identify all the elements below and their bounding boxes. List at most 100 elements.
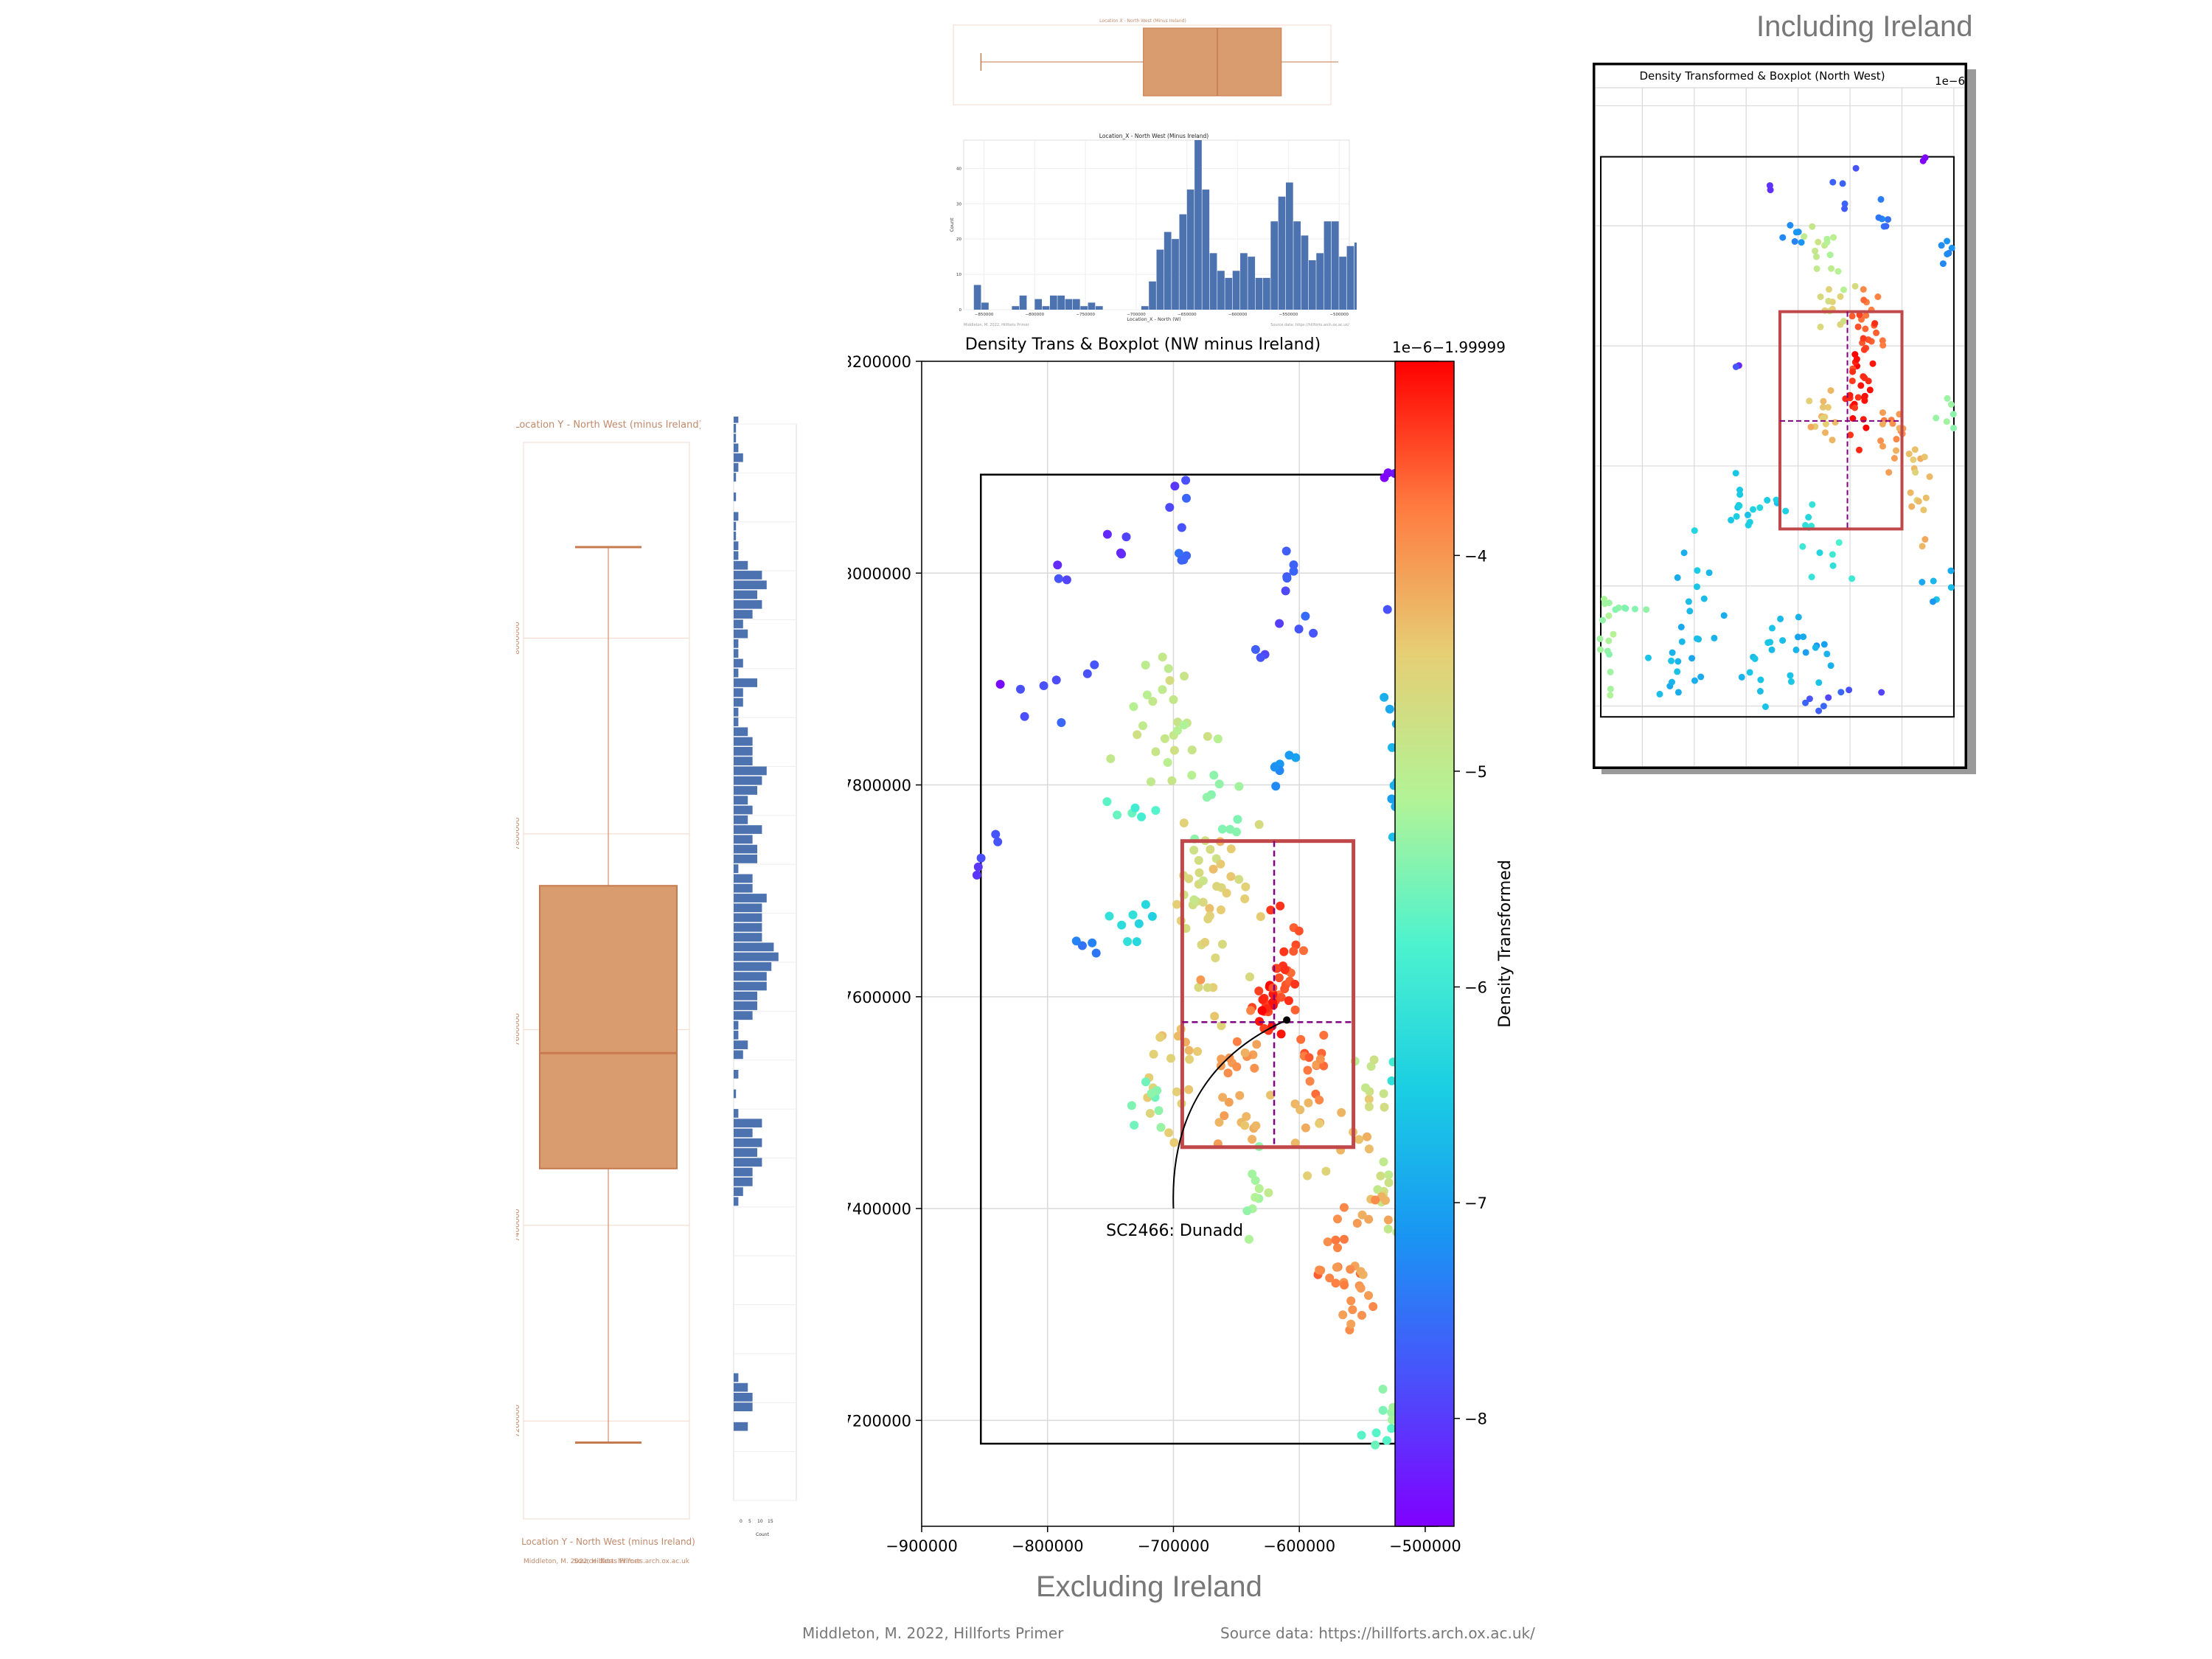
- left-histogram-bar: [734, 629, 748, 639]
- left-histogram-bar: [734, 521, 737, 531]
- left-histogram-bar: [734, 512, 739, 521]
- left-histogram-bar: [734, 1382, 748, 1392]
- inset-scatter-point: [1950, 411, 1957, 418]
- inset-scatter-point: [1605, 599, 1613, 607]
- inset-scatter-point: [1856, 311, 1863, 319]
- inset-scatter-point: [1893, 436, 1900, 443]
- left-histogram-bar: [734, 894, 767, 902]
- main-scatter-point: [1305, 1077, 1315, 1086]
- inset-scatter-point: [1694, 567, 1701, 574]
- left-histogram-bar: [734, 942, 774, 952]
- left-histogram-bar: [734, 825, 762, 834]
- inset-scatter-point: [1677, 623, 1685, 630]
- inset-scatter-point: [1819, 403, 1826, 411]
- inset-scatter-point: [1824, 403, 1832, 411]
- main-scatter-point: [1039, 681, 1048, 690]
- inset-scatter-point: [1674, 668, 1681, 675]
- left-histogram-bar: [734, 776, 762, 785]
- inset-scatter-point: [1596, 635, 1604, 642]
- caption-including-ireland: Including Ireland: [1756, 10, 1973, 43]
- main-scatter-point: [1356, 1284, 1366, 1293]
- main-scatter-point: [1213, 734, 1222, 744]
- main-scatter-point: [1379, 1089, 1388, 1099]
- inset-scatter-point: [1910, 456, 1917, 463]
- left-histogram-bar: [734, 551, 739, 560]
- main-scatter-point: [1202, 793, 1211, 802]
- inset-scatter-point: [1950, 425, 1957, 432]
- inset-scatter-point: [1879, 337, 1886, 344]
- inset-scatter-point: [1829, 298, 1836, 305]
- main-scatter-point: [1274, 973, 1284, 983]
- main-scatter-point: [1181, 476, 1191, 485]
- inset-scatter-point: [1889, 420, 1896, 427]
- colorbar-tick-label: −4: [1464, 547, 1487, 565]
- top-histogram-bar: [1225, 277, 1233, 310]
- main-scatter-y-ticks: 8200000 8000000 7800000 7600000 7400000 72000…: [848, 353, 922, 1430]
- main-scatter-point: [1105, 911, 1114, 921]
- inset-scatter-point: [1860, 335, 1867, 342]
- main-scatter-point: [1160, 734, 1169, 743]
- colorbar: [1394, 361, 1455, 1527]
- inset-scatter-point: [1694, 583, 1700, 591]
- top-histogram-bar: [1095, 306, 1103, 310]
- inset-scatter-point: [1853, 355, 1860, 363]
- main-scatter-point: [1148, 697, 1158, 706]
- main-scatter-y-tick-label: 7400000: [848, 1200, 911, 1218]
- inset-scatter-point: [1792, 646, 1800, 653]
- main-scatter-point: [1203, 731, 1212, 741]
- inset-scatter-point: [1943, 418, 1950, 425]
- main-scatter-point: [1217, 824, 1227, 834]
- main-scatter-point: [1303, 1065, 1312, 1075]
- top-histogram-bar: [1164, 232, 1172, 310]
- main-scatter-point: [1175, 549, 1183, 558]
- main-scatter-point: [1319, 1031, 1329, 1040]
- main-scatter-iqr-box: [1180, 839, 1356, 1150]
- inset-scatter-point: [1879, 420, 1886, 428]
- left-histogram-bar: [734, 698, 743, 707]
- inset-scatter-point: [1862, 325, 1869, 333]
- main-scatter-point: [1331, 1235, 1340, 1245]
- main-scatter-point: [1206, 845, 1215, 854]
- left-histogram-bar: [734, 855, 757, 863]
- main-scatter-point: [1158, 685, 1167, 695]
- left-histogram-bar: [734, 590, 757, 599]
- inset-scatter-point: [1907, 489, 1914, 496]
- inset-scatter-point: [1610, 630, 1617, 638]
- inset-scatter-point: [1839, 180, 1846, 187]
- main-scatter-point: [1284, 996, 1293, 1006]
- main-scatter-point: [1198, 876, 1208, 886]
- inset-scatter-point: [1817, 323, 1824, 330]
- main-scatter-point: [1364, 1144, 1374, 1154]
- main-scatter-point: [1282, 574, 1292, 583]
- main-scatter-point: [1295, 1105, 1305, 1115]
- main-scatter-point: [1194, 983, 1203, 992]
- top-histogram-x-tick-label: −700000: [1127, 313, 1146, 317]
- main-scatter-point: [1147, 777, 1155, 787]
- inset-scatter-point: [1632, 605, 1638, 613]
- inset-scatter-point: [1848, 378, 1856, 385]
- inset-scatter-point: [1841, 205, 1848, 212]
- top-histogram-bar: [1042, 306, 1050, 310]
- left-boxplot-tick-label: 7200000: [516, 1405, 521, 1438]
- left-histogram-bar: [734, 649, 739, 658]
- top-histogram-bar: [1141, 306, 1149, 310]
- top-histogram-xlabel: Location_X - North (W): [1127, 316, 1180, 322]
- inset-scatter-point: [1885, 216, 1891, 223]
- left-histogram-bar: [734, 1178, 753, 1186]
- left-histogram-bar: [734, 1040, 748, 1049]
- inset-scatter-point: [1787, 678, 1795, 685]
- top-histogram-bar: [1049, 295, 1057, 310]
- main-scatter-title: Density Trans & Boxplot (NW minus Irelan…: [965, 335, 1321, 354]
- inset-scatter-point: [1815, 707, 1823, 714]
- top-histogram-bar: [1088, 302, 1096, 310]
- inset-scatter-point: [1885, 469, 1893, 476]
- main-scatter-point: [1234, 782, 1244, 791]
- main-scatter-point: [1180, 672, 1189, 681]
- left-histogram-bar: [734, 1070, 739, 1079]
- inset-scatter-point: [1802, 699, 1809, 706]
- main-scatter-point: [1077, 941, 1087, 950]
- top-histogram-bar: [1179, 214, 1187, 310]
- top-histogram-bar: [1149, 281, 1156, 310]
- colorbar-tick-label: −7: [1464, 1194, 1487, 1212]
- main-scatter-point: [1102, 529, 1112, 539]
